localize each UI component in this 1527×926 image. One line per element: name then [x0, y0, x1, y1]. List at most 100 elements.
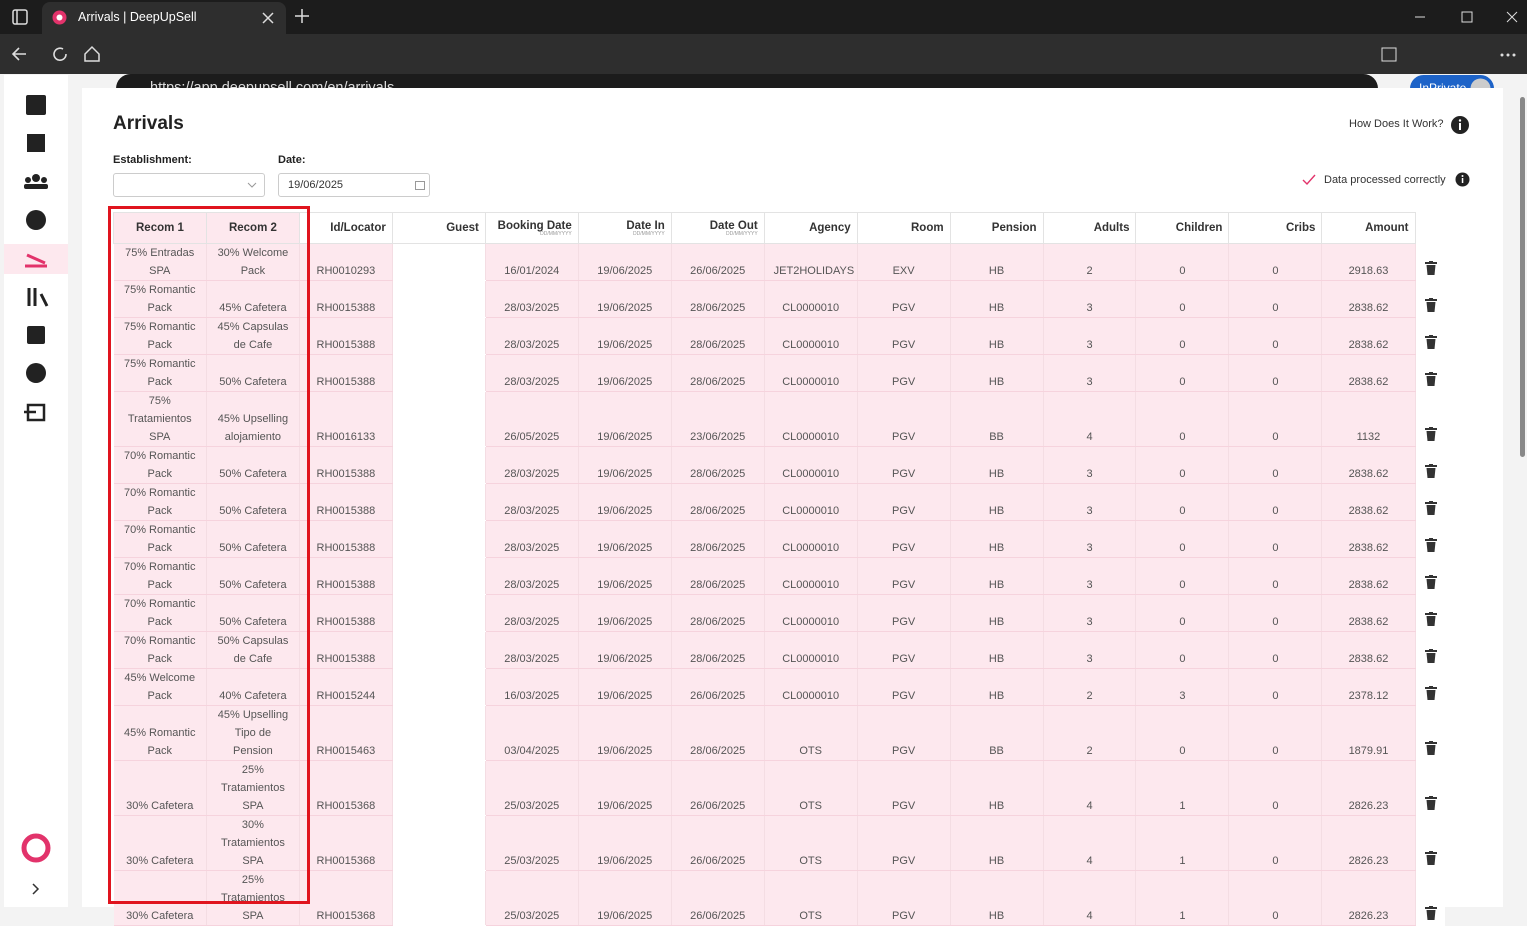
table-row: 30% Cafetera25% Tratamientos SPARH001536… [114, 761, 1446, 816]
tab[interactable]: Arrivals | DeepUpSell [42, 2, 286, 34]
icon-compass[interactable] [26, 210, 46, 230]
delete-button[interactable] [1425, 501, 1437, 515]
table-row: 70% Romantic Pack50% CafeteraRH001538828… [114, 521, 1446, 558]
table-cell: CL0000010 [764, 484, 857, 521]
table-cell [392, 244, 485, 281]
table-cell: CL0000010 [764, 558, 857, 595]
delete-button[interactable] [1425, 427, 1437, 441]
table-cell: HB [950, 521, 1043, 558]
delete-cell [1415, 521, 1445, 558]
column-header[interactable]: Booking DateDD/MM/YYYY [485, 213, 578, 244]
close-tab[interactable] [262, 12, 274, 24]
column-header[interactable]: Amount [1322, 213, 1415, 244]
delete-button[interactable] [1425, 649, 1437, 663]
delete-button[interactable] [1425, 796, 1437, 810]
table-cell: 25/03/2025 [485, 816, 578, 871]
table-cell: 19/06/2025 [578, 281, 671, 318]
delete-button[interactable] [1425, 575, 1437, 589]
table-cell: 4 [1043, 871, 1136, 926]
table-cell: RH0015368 [299, 816, 392, 871]
column-header[interactable]: Date OutDD/MM/YYYY [671, 213, 764, 244]
column-header[interactable]: Cribs [1229, 213, 1322, 244]
nav-buttons[interactable] [10, 44, 110, 64]
delete-button[interactable] [1425, 538, 1437, 552]
table-cell: 19/06/2025 [578, 595, 671, 632]
column-header[interactable]: Room [857, 213, 950, 244]
logo[interactable] [24, 836, 48, 860]
delete-cell [1415, 669, 1445, 706]
icon-filters[interactable] [29, 288, 47, 306]
info-icon[interactable] [1450, 115, 1470, 135]
icon-building[interactable] [27, 134, 45, 152]
table-cell: 1 [1136, 816, 1229, 871]
toolbar-icons[interactable] [1380, 46, 1520, 64]
icon-logout[interactable] [24, 405, 44, 420]
table-cell: 19/06/2025 [578, 355, 671, 392]
delete-button[interactable] [1425, 261, 1437, 275]
window-controls[interactable] [1410, 8, 1520, 26]
table-cell: CL0000010 [764, 447, 857, 484]
help-link[interactable]: How Does It Work? [1349, 118, 1444, 130]
column-header[interactable]: Pension [950, 213, 1043, 244]
table-cell [392, 558, 485, 595]
establishment-select[interactable] [113, 173, 265, 197]
table-cell: CL0000010 [764, 669, 857, 706]
table-cell [392, 447, 485, 484]
column-header[interactable]: Id/Locator [299, 213, 392, 244]
delete-button[interactable] [1425, 686, 1437, 700]
column-header[interactable]: Children [1136, 213, 1229, 244]
table-cell: CL0000010 [764, 318, 857, 355]
icon-chart[interactable] [27, 326, 45, 344]
table-cell: PGV [857, 816, 950, 871]
status-info[interactable] [1455, 172, 1470, 187]
table-cell: HB [950, 558, 1043, 595]
delete-cell [1415, 244, 1445, 281]
table-cell: 2838.62 [1322, 558, 1415, 595]
table-cell: 0 [1229, 318, 1322, 355]
table-cell: 0 [1229, 521, 1322, 558]
table-cell: 0 [1136, 706, 1229, 761]
table-cell: RH0015388 [299, 595, 392, 632]
table-cell [392, 318, 485, 355]
date-value: 19/06/2025 [288, 179, 343, 191]
icon-help[interactable] [26, 363, 46, 383]
delete-button[interactable] [1425, 372, 1437, 386]
delete-button[interactable] [1425, 741, 1437, 755]
column-header[interactable]: Agency [764, 213, 857, 244]
table-cell: HB [950, 281, 1043, 318]
table-cell: CL0000010 [764, 281, 857, 318]
column-header[interactable]: Adults [1043, 213, 1136, 244]
table-cell: OTS [764, 706, 857, 761]
scrollbar[interactable] [1517, 75, 1527, 907]
page-title: Arrivals [113, 113, 184, 135]
table-row: 70% Romantic Pack50% CafeteraRH001538828… [114, 447, 1446, 484]
delete-button[interactable] [1425, 335, 1437, 349]
delete-button[interactable] [1425, 464, 1437, 478]
icon-profile[interactable] [26, 95, 46, 115]
table-cell: 19/06/2025 [578, 447, 671, 484]
date-input[interactable]: 19/06/2025 [278, 173, 430, 197]
delete-button[interactable] [1425, 906, 1437, 920]
table-cell: 2826.23 [1322, 871, 1415, 926]
column-label: Agency [809, 222, 851, 234]
new-tab[interactable] [294, 8, 310, 24]
expand[interactable] [33, 884, 38, 894]
delete-button[interactable] [1425, 851, 1437, 865]
delete-button[interactable] [1425, 612, 1437, 626]
table-cell: RH0015388 [299, 484, 392, 521]
table-cell: PGV [857, 447, 950, 484]
table-cell: 2838.62 [1322, 595, 1415, 632]
table-cell: RH0015388 [299, 447, 392, 484]
delete-button[interactable] [1425, 298, 1437, 312]
column-header[interactable]: Guest [392, 213, 485, 244]
icon-group[interactable] [24, 174, 48, 189]
table-cell: 0 [1229, 761, 1322, 816]
table-cell: 3 [1043, 355, 1136, 392]
sidebar-toggle[interactable] [12, 9, 28, 25]
table-cell: 0 [1229, 484, 1322, 521]
table-cell: HB [950, 595, 1043, 632]
table-cell: 28/06/2025 [671, 447, 764, 484]
column-header[interactable]: Date InDD/MM/YYYY [578, 213, 671, 244]
table-cell: 28/03/2025 [485, 484, 578, 521]
table-cell: 2838.62 [1322, 355, 1415, 392]
